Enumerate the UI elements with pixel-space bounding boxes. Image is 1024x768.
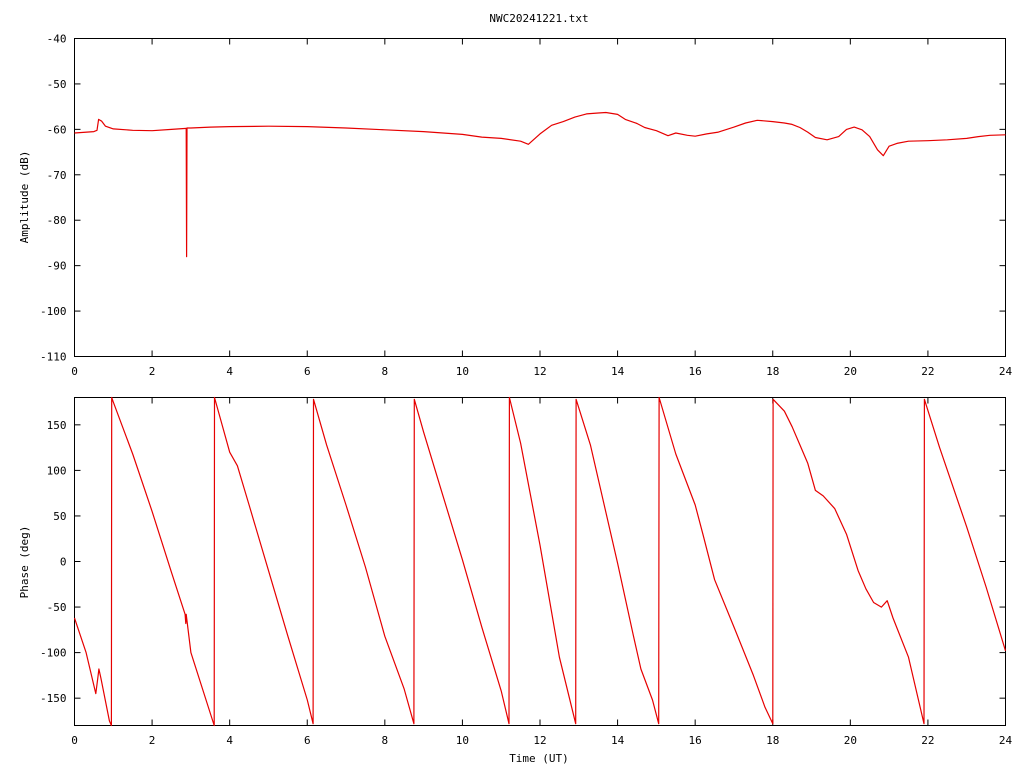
x-tick-label: 24 [999, 734, 1013, 747]
x-tick-label: 14 [611, 734, 625, 747]
phase-y-axis-label: Phase (deg) [18, 526, 31, 599]
x-tick-label: 14 [611, 365, 625, 378]
x-tick-label: 18 [766, 365, 779, 378]
x-tick-label: 18 [766, 734, 779, 747]
x-tick-label: 8 [382, 365, 389, 378]
y-tick-label: -110 [40, 351, 67, 364]
x-tick-label: 2 [149, 734, 156, 747]
x-tick-label: 4 [226, 365, 233, 378]
y-tick-label: -80 [47, 214, 67, 227]
y-tick-label: -150 [40, 692, 67, 705]
amplitude-y-axis-label: Amplitude (dB) [18, 151, 31, 244]
y-tick-label: -100 [40, 647, 67, 660]
x-tick-label: 0 [71, 734, 78, 747]
x-tick-label: 12 [533, 734, 546, 747]
chart-title: NWC20241221.txt [489, 12, 588, 25]
x-tick-label: 22 [921, 734, 934, 747]
x-tick-label: 16 [689, 734, 702, 747]
amplitude-panel: 0 2 4 6 8 10 12 14 16 18 20 22 24-40-50-60-70-80-90-… [18, 33, 1012, 379]
phase-panel: 0 2 4 6 8 10 12 14 16 18 20 22 24150100500-50-100-15… [18, 396, 1013, 765]
x-tick-label: 16 [689, 365, 702, 378]
phase-ticks: 0 2 4 6 8 10 12 14 16 18 20 22 24150100500-50-100-15… [40, 397, 1013, 747]
y-tick-label: 0 [60, 556, 67, 569]
x-tick-label: 20 [844, 365, 857, 378]
amplitude-series-line [74, 111, 1006, 258]
y-tick-label: -70 [47, 169, 67, 182]
phase-series-line [73, 396, 1007, 727]
x-tick-label: 22 [921, 365, 934, 378]
y-tick-label: -40 [47, 33, 67, 46]
x-tick-label: 12 [533, 365, 546, 378]
y-tick-label: -100 [40, 305, 67, 318]
x-tick-label: 4 [226, 734, 233, 747]
y-tick-label: -50 [47, 78, 67, 91]
amplitude-plot-frame [74, 38, 1006, 357]
x-tick-label: 20 [844, 734, 857, 747]
x-tick-label: 0 [71, 365, 78, 378]
y-tick-label: 50 [53, 510, 66, 523]
y-tick-label: -50 [47, 601, 67, 614]
x-tick-label: 24 [999, 365, 1013, 378]
y-tick-label: -60 [47, 123, 67, 136]
x-tick-label: 10 [456, 365, 469, 378]
x-axis-label: Time (UT) [509, 752, 569, 765]
y-tick-label: 100 [47, 464, 67, 477]
x-tick-label: 6 [304, 365, 311, 378]
x-tick-label: 8 [382, 734, 389, 747]
y-tick-label: -90 [47, 260, 67, 273]
amplitude-ticks: 0 2 4 6 8 10 12 14 16 18 20 22 24-40-50-60-70-80-90-… [40, 33, 1012, 379]
x-tick-label: 2 [149, 365, 156, 378]
y-tick-label: 150 [47, 419, 67, 432]
x-tick-label: 6 [304, 734, 311, 747]
x-tick-label: 10 [456, 734, 469, 747]
